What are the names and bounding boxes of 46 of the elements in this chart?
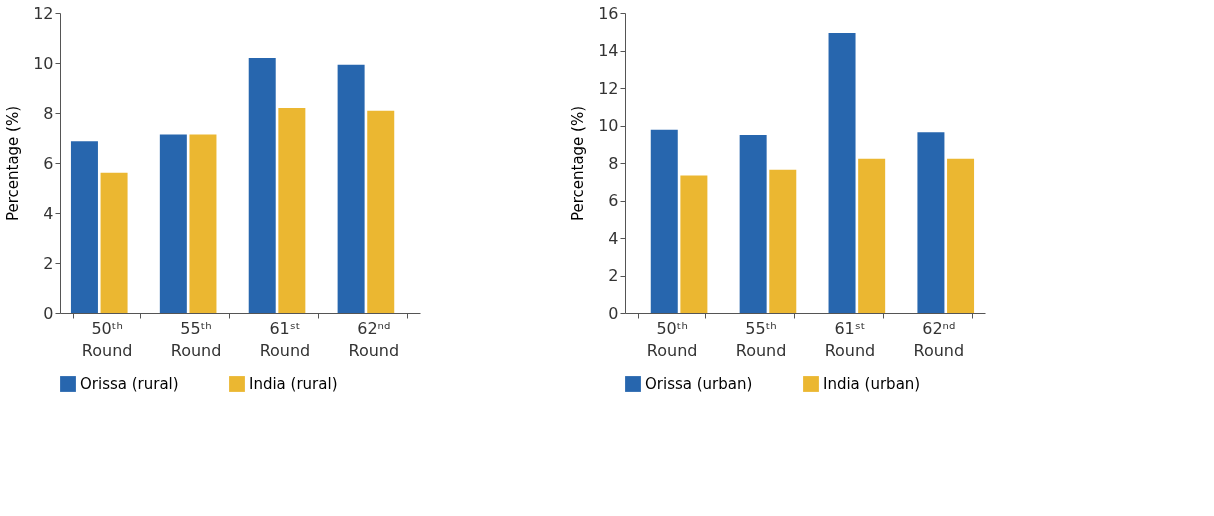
bar xyxy=(367,110,395,313)
y-tick-label: 10 xyxy=(598,116,619,135)
y-axis-title: Percentage (%) xyxy=(4,105,23,222)
bar xyxy=(828,32,856,313)
y-tick-label: 2 xyxy=(43,253,54,273)
x-tick-label: 61ˢᵗ Round xyxy=(259,318,311,360)
bar xyxy=(769,169,797,313)
x-tick-label: 62ⁿᵈ Round xyxy=(348,318,400,360)
bar xyxy=(739,134,767,313)
bar xyxy=(70,141,98,313)
x-tick-label: 50ᵗʰ Round xyxy=(646,318,698,360)
y-tick-label: 2 xyxy=(608,266,619,285)
y-tick-label: 4 xyxy=(43,203,54,223)
y-tick-label: 8 xyxy=(43,103,54,123)
y-tick-label: 14 xyxy=(598,41,619,60)
legend-label: Orissa (urban) xyxy=(645,375,753,393)
y-tick-label: 12 xyxy=(33,3,54,23)
x-tick-label: 61ˢᵗ Round xyxy=(824,318,876,360)
legend-label: India (rural) xyxy=(249,375,338,393)
legend-label: India (urban) xyxy=(823,375,921,393)
legend-label: Orissa (rural) xyxy=(80,375,179,393)
y-tick-label: 16 xyxy=(598,3,619,23)
bar xyxy=(189,134,217,313)
y-tick-label: 0 xyxy=(43,303,54,323)
bar xyxy=(650,129,678,313)
y-tick-label: 0 xyxy=(608,303,619,323)
x-tick-label: 55ᵗʰ Round xyxy=(170,318,222,360)
y-tick-label: 10 xyxy=(33,53,54,73)
bar xyxy=(159,134,187,313)
bar xyxy=(947,158,975,313)
bar xyxy=(917,132,945,313)
bar xyxy=(248,58,276,313)
bar xyxy=(858,158,886,313)
x-tick-label: 55ᵗʰ Round xyxy=(735,318,787,360)
bar xyxy=(278,108,306,313)
bar xyxy=(100,172,128,313)
x-tick-label: 50ᵗʰ Round xyxy=(81,318,133,360)
y-tick-label: 6 xyxy=(43,153,54,173)
y-tick-label: 12 xyxy=(598,78,619,98)
y-tick-label: 4 xyxy=(608,228,619,248)
y-axis-title: Percentage (%) xyxy=(569,105,588,222)
y-tick-label: 8 xyxy=(608,153,619,173)
y-tick-label: 6 xyxy=(608,191,619,210)
x-tick-label: 62ⁿᵈ Round xyxy=(913,318,965,360)
bar xyxy=(337,64,365,313)
bar xyxy=(680,175,708,313)
